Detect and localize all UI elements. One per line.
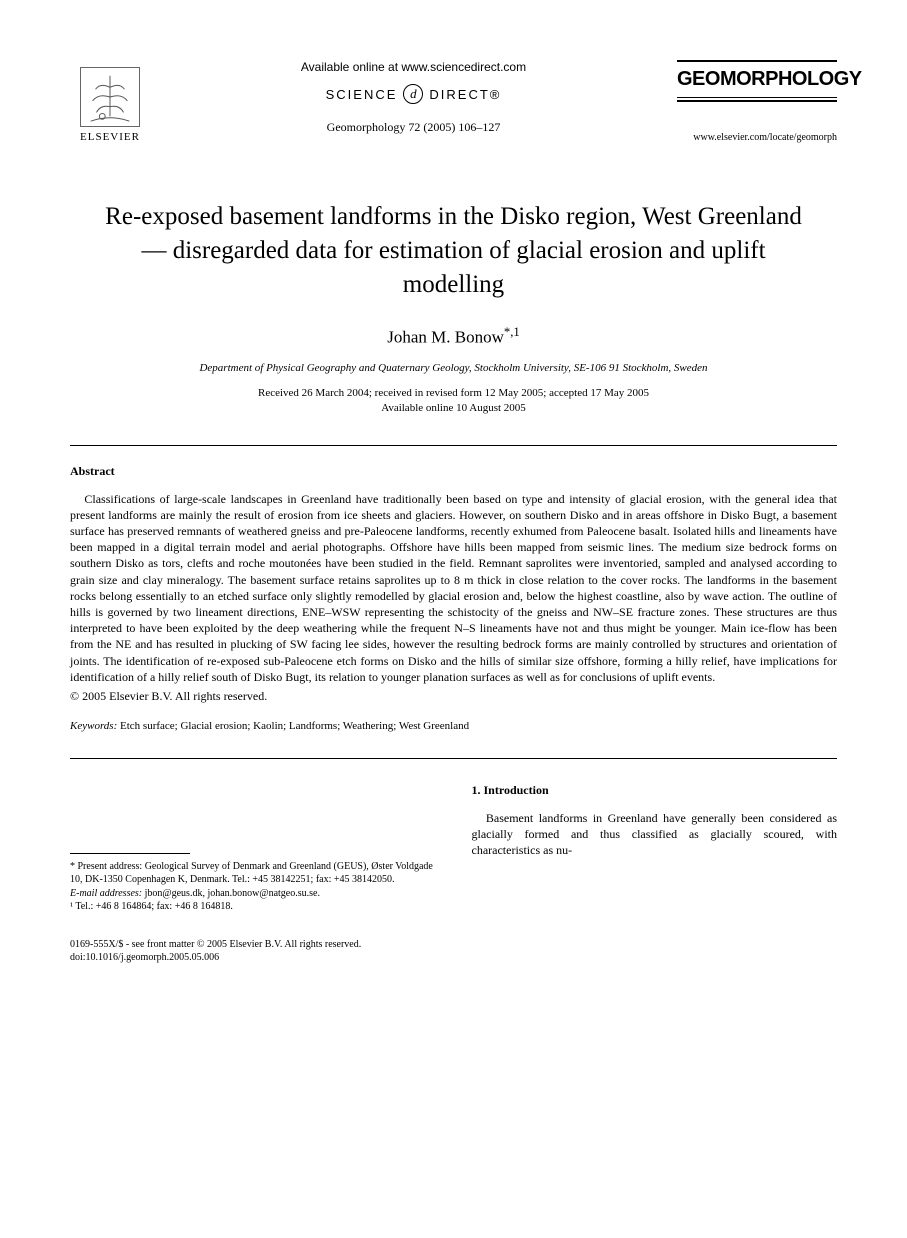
author-marks: *,1 <box>504 325 520 339</box>
dates-block: Received 26 March 2004; received in revi… <box>70 386 837 417</box>
citation-line: Geomorphology 72 (2005) 106–127 <box>170 120 657 135</box>
center-header: Available online at www.sciencedirect.co… <box>150 60 677 139</box>
elsevier-logo: ELSEVIER <box>70 60 150 150</box>
article-title: Re-exposed basement landforms in the Dis… <box>90 200 817 301</box>
locate-url: www.elsevier.com/locate/geomorph <box>677 132 837 143</box>
science-direct-right: DIRECT® <box>429 87 501 102</box>
author-line: Johan M. Bonow*,1 <box>70 325 837 348</box>
intro-body: Basement landforms in Greenland have gen… <box>472 810 838 859</box>
footnote-present-address: * Present address: Geological Survey of … <box>70 860 436 887</box>
keywords-list: Etch surface; Glacial erosion; Kaolin; L… <box>120 720 469 732</box>
abstract-heading: Abstract <box>70 464 837 479</box>
keywords-label: Keywords: <box>70 720 117 732</box>
abstract-body: Classifications of large-scale landscape… <box>70 491 837 685</box>
footnote-rule <box>70 853 190 854</box>
footer-line2: doi:10.1016/j.geomorph.2005.05.006 <box>70 951 837 964</box>
rule-bottom <box>70 758 837 759</box>
elsevier-name: ELSEVIER <box>80 131 140 143</box>
footnote-email-addresses: jbon@geus.dk, johan.bonow@natgeo.su.se. <box>142 888 320 899</box>
footnote-email-label: E-mail addresses: <box>70 888 142 899</box>
journal-underline <box>677 100 837 102</box>
footnote-tel: ¹ Tel.: +46 8 164864; fax: +46 8 164818. <box>70 900 436 914</box>
intro-heading: 1. Introduction <box>472 783 838 798</box>
footer-line1: 0169-555X/$ - see front matter © 2005 El… <box>70 938 837 951</box>
header-row: ELSEVIER Available online at www.science… <box>70 60 837 150</box>
footer-block: 0169-555X/$ - see front matter © 2005 El… <box>70 938 837 964</box>
abstract-copyright: © 2005 Elsevier B.V. All rights reserved… <box>70 689 837 704</box>
science-direct-d-icon: d <box>403 84 423 104</box>
available-online-text: Available online at www.sciencedirect.co… <box>170 60 657 74</box>
author-name: Johan M. Bonow <box>387 328 504 347</box>
journal-name: GEOMORPHOLOGY <box>677 60 837 98</box>
journal-box: GEOMORPHOLOGY www.elsevier.com/locate/ge… <box>677 60 837 143</box>
affiliation: Department of Physical Geography and Qua… <box>70 362 837 374</box>
elsevier-tree-icon <box>80 67 140 127</box>
footnote-email: E-mail addresses: jbon@geus.dk, johan.bo… <box>70 887 436 901</box>
science-direct-logo: SCIENCE d DIRECT® <box>170 84 657 104</box>
left-column: * Present address: Geological Survey of … <box>70 783 436 914</box>
keywords-line: Keywords: Etch surface; Glacial erosion;… <box>70 720 837 732</box>
science-direct-left: SCIENCE <box>326 87 398 102</box>
dates-line1: Received 26 March 2004; received in revi… <box>70 386 837 401</box>
rule-top <box>70 445 837 446</box>
dates-line2: Available online 10 August 2005 <box>70 401 837 416</box>
two-column-region: * Present address: Geological Survey of … <box>70 783 837 914</box>
right-column: 1. Introduction Basement landforms in Gr… <box>472 783 838 914</box>
